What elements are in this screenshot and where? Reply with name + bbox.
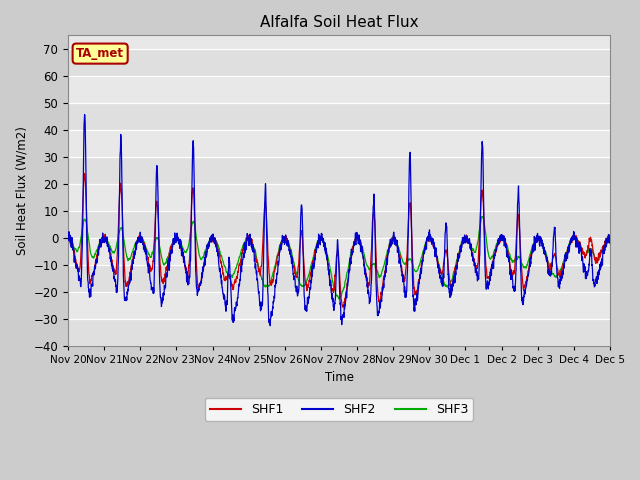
- SHF2: [266, 323, 274, 329]
- SHF1: [408, 232, 415, 238]
- Bar: [68, 184, 610, 211]
- Text: TA_met: TA_met: [76, 47, 124, 60]
- Bar: [68, 292, 610, 319]
- Line: SHF2: SHF2: [68, 115, 610, 326]
- SHF1: [511, 253, 519, 259]
- Bar: [68, 211, 610, 238]
- SHF2: [511, 279, 519, 285]
- SHF1: [236, 261, 244, 266]
- Bar: [68, 76, 610, 103]
- SHF1: [64, 234, 72, 240]
- SHF1: [606, 232, 614, 238]
- SHF3: [511, 255, 519, 261]
- SHF1: [443, 248, 451, 253]
- SHF2: [443, 226, 451, 231]
- SHF3: [335, 296, 343, 302]
- SHF3: [64, 233, 72, 239]
- SHF1: [443, 249, 451, 254]
- SHF3: [443, 282, 451, 288]
- Bar: [68, 265, 610, 292]
- SHF1: [81, 171, 88, 177]
- SHF2: [408, 243, 415, 249]
- Line: SHF1: SHF1: [68, 174, 610, 307]
- SHF2: [606, 240, 614, 246]
- SHF2: [443, 223, 451, 229]
- SHF1: [472, 264, 479, 270]
- Y-axis label: Soil Heat Flux (W/m2): Soil Heat Flux (W/m2): [15, 126, 28, 255]
- Bar: [68, 49, 610, 76]
- SHF3: [442, 283, 450, 289]
- Bar: [68, 130, 610, 157]
- SHF2: [472, 270, 479, 276]
- SHF2: [236, 276, 244, 282]
- Legend: SHF1, SHF2, SHF3: SHF1, SHF2, SHF3: [205, 398, 473, 421]
- Line: SHF3: SHF3: [68, 216, 610, 299]
- Bar: [68, 103, 610, 130]
- SHF3: [472, 249, 479, 255]
- Title: Alfalfa Soil Heat Flux: Alfalfa Soil Heat Flux: [260, 15, 419, 30]
- SHF2: [81, 112, 88, 118]
- SHF3: [606, 233, 614, 239]
- SHF1: [339, 304, 346, 310]
- Bar: [68, 319, 610, 347]
- SHF3: [478, 214, 486, 219]
- SHF2: [64, 236, 72, 242]
- SHF3: [236, 253, 244, 259]
- SHF3: [408, 259, 415, 264]
- Bar: [68, 238, 610, 265]
- Bar: [68, 157, 610, 184]
- X-axis label: Time: Time: [324, 371, 353, 384]
